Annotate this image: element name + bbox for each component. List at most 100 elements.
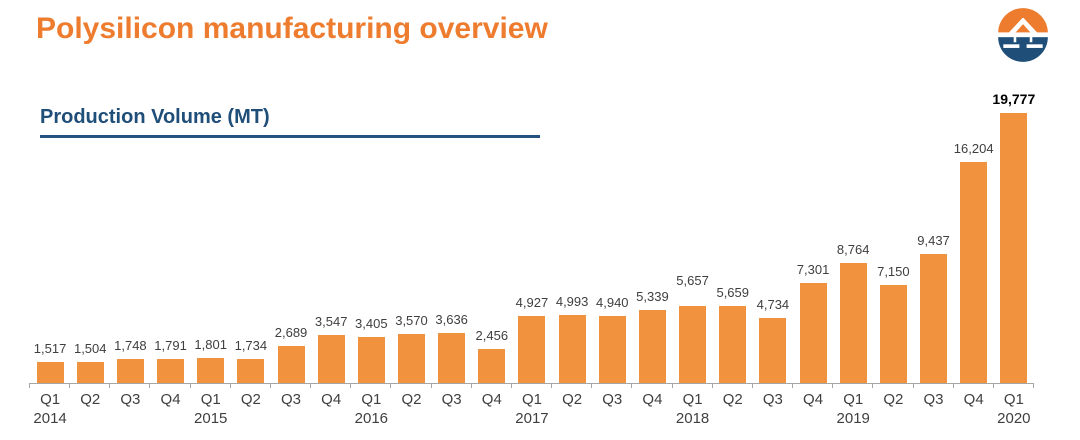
bar-value-label: 1,801	[194, 337, 227, 353]
bar	[679, 305, 707, 383]
bar-value-label: 7,301	[796, 262, 830, 278]
x-axis-label: Q3	[110, 390, 150, 428]
bar-value-label: 1,791	[154, 337, 187, 353]
bar	[36, 362, 64, 383]
quarter-label: Q4	[160, 391, 181, 408]
x-axis-label: Q4	[311, 390, 351, 428]
x-axis-label: Q2	[873, 390, 913, 428]
axis-tick	[269, 383, 271, 388]
axis-tick	[470, 383, 472, 388]
x-axis-label: Q3	[753, 390, 793, 428]
bar-value-label: 5,659	[716, 284, 750, 300]
bar-value-label: 5,339	[636, 289, 669, 305]
bar-value-label: 1,734	[234, 338, 268, 354]
year-label: 2019	[836, 410, 870, 427]
x-axis-label: Q2	[552, 390, 592, 428]
axis-tick	[69, 383, 71, 388]
year-label: 2014	[33, 410, 67, 427]
year-label: 2015	[194, 410, 228, 427]
quarter-label: Q1	[682, 391, 703, 408]
bar-value-label: 1,748	[114, 338, 147, 354]
bar	[116, 359, 144, 383]
year-label: 2016	[354, 410, 389, 427]
bar-value-label: 4,927	[515, 294, 549, 310]
axis-tick	[872, 383, 874, 388]
quarter-label: Q4	[321, 391, 342, 408]
chart-slot: 3,547	[311, 98, 351, 383]
x-axis-label: Q4	[793, 390, 833, 428]
year-label: 2018	[675, 410, 710, 427]
axis-tick	[109, 383, 111, 388]
quarter-label: Q2	[722, 391, 743, 408]
axis-tick	[149, 383, 151, 388]
axis-tick	[711, 383, 713, 388]
chart-slot: 3,636	[432, 98, 472, 383]
chart-slot: 4,734	[753, 98, 793, 383]
bar	[76, 362, 104, 383]
x-axis-label: Q2	[231, 390, 271, 428]
bar	[317, 334, 345, 383]
x-axis-label: Q1 2016	[351, 390, 391, 428]
x-axis-label: Q2	[70, 390, 110, 428]
bar	[839, 263, 867, 383]
quarter-label: Q3	[281, 391, 302, 408]
bar	[438, 333, 466, 383]
axis-tick	[229, 383, 231, 388]
chart-slot: 1,504	[70, 98, 110, 383]
quarter-label: Q3	[441, 391, 462, 408]
bar-value-label: 8,764	[836, 242, 870, 258]
bar	[518, 315, 546, 383]
bar-value-label: 16,204	[953, 140, 994, 156]
page-title: Polysilicon manufacturing overview	[36, 12, 548, 45]
quarter-label: Q2	[80, 391, 101, 408]
axis-tick	[792, 383, 794, 388]
quarter-label: Q4	[481, 391, 502, 408]
bar-chart-plot-area: 1,517 1,504 1,748 1,791 1,801 1,734 2,689 3,547…	[29, 91, 1035, 388]
bar-value-label: 2,689	[274, 325, 308, 341]
quarter-label: Q1	[40, 391, 61, 408]
chart-slot: 1,517	[30, 98, 70, 383]
axis-tick	[510, 383, 512, 388]
bar	[197, 358, 225, 383]
axis-tick	[189, 383, 191, 388]
bar-value-label: 19,777	[992, 91, 1036, 107]
quarter-label: Q1	[843, 391, 864, 408]
bar	[759, 318, 787, 383]
chart-slot: 1,801	[191, 98, 231, 383]
bar	[277, 346, 305, 383]
axis-tick	[751, 383, 753, 388]
axis-tick	[591, 383, 593, 388]
bar-value-label: 4,940	[595, 294, 629, 310]
bar-value-label: 4,993	[555, 293, 589, 309]
bar	[157, 358, 185, 383]
bar	[879, 285, 907, 383]
chart-slot: 3,405	[351, 98, 391, 383]
section-title: Production Volume (MT)	[40, 106, 270, 128]
quarter-label: Q3	[923, 391, 944, 408]
bar	[799, 283, 827, 383]
axis-tick	[832, 383, 834, 388]
x-axis-label: Q1 2019	[833, 390, 873, 428]
axis-tick	[631, 383, 633, 388]
year-label: 2017	[515, 410, 549, 427]
chart-slot: 1,734	[231, 98, 271, 383]
quarter-label: Q1	[200, 391, 221, 408]
axis-tick	[952, 383, 954, 388]
chart-slot: 5,657	[673, 98, 713, 383]
quarter-label: Q3	[120, 391, 141, 408]
axis-tick	[912, 383, 914, 388]
chart-slot: 5,659	[713, 98, 753, 383]
bar-value-label: 5,657	[676, 272, 709, 288]
x-axis-label: Q1 2018	[673, 390, 713, 428]
bar	[960, 161, 988, 383]
x-axis-label: Q2	[391, 390, 431, 428]
axis-tick	[671, 383, 673, 388]
quarter-label: Q4	[642, 391, 663, 408]
bar-value-label: 2,456	[475, 328, 509, 344]
x-axis-label: Q4	[632, 390, 672, 428]
axis-tick	[350, 383, 352, 388]
bar-value-label: 9,437	[917, 233, 950, 249]
quarter-label: Q1	[1003, 391, 1024, 408]
chart-slot: 3,570	[391, 98, 431, 383]
axis-tick	[390, 383, 392, 388]
